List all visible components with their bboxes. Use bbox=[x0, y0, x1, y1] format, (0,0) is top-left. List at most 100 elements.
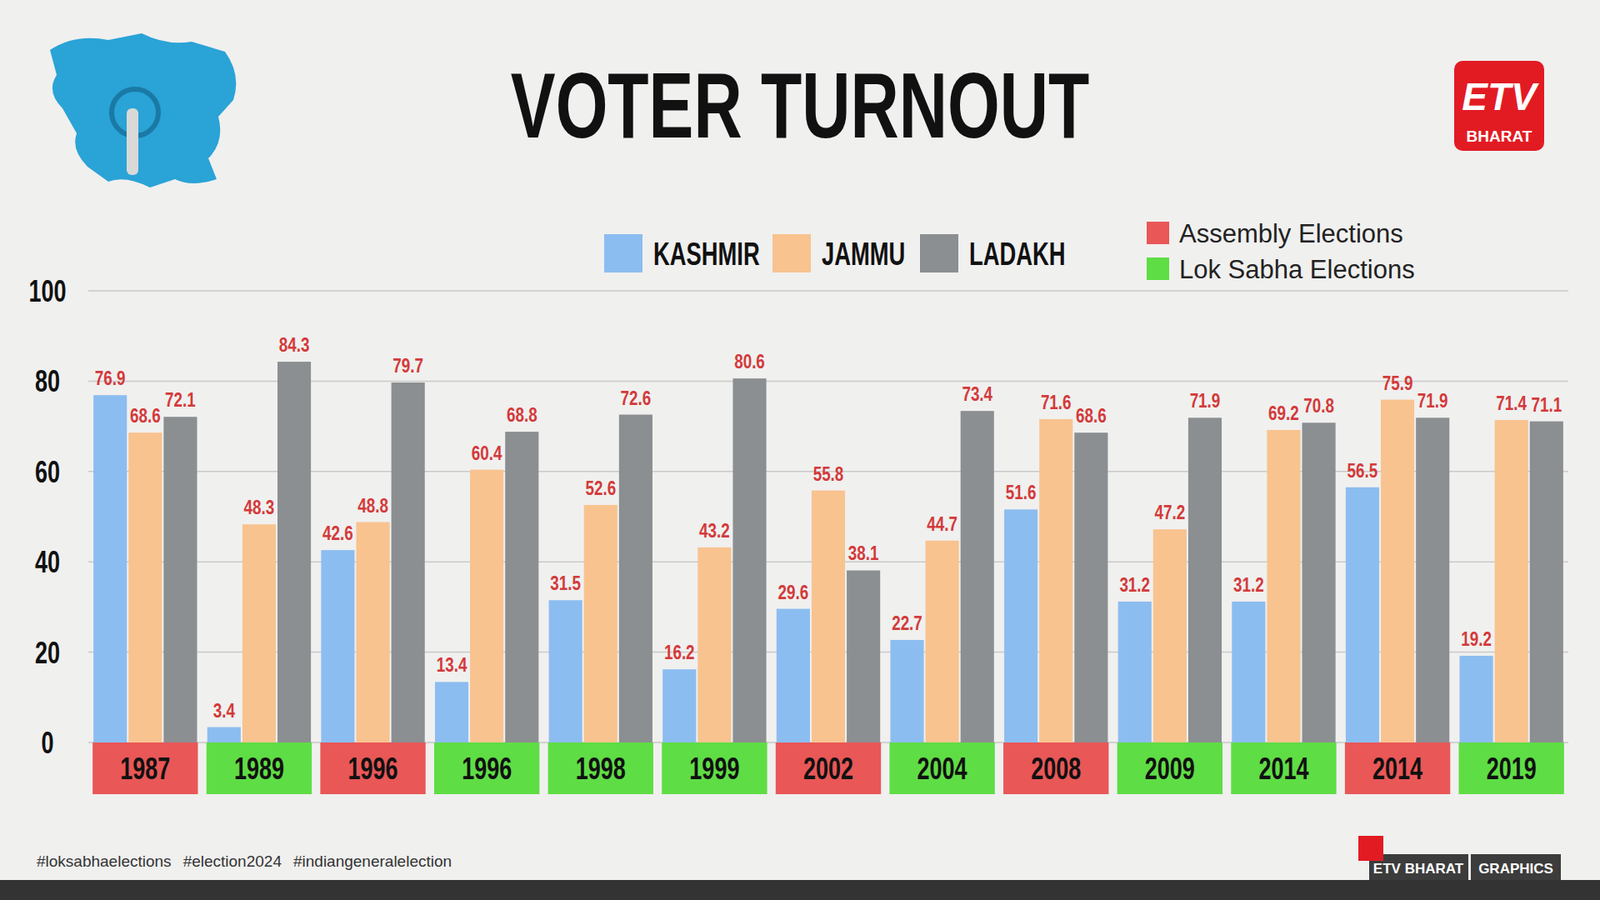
legend-swatch bbox=[772, 234, 811, 273]
category-box bbox=[1345, 742, 1450, 795]
bar bbox=[1188, 417, 1222, 743]
category-box bbox=[320, 742, 425, 795]
y-tick-label: 0 bbox=[40, 725, 54, 760]
bar bbox=[584, 505, 618, 743]
data-label: 44.7 bbox=[926, 513, 958, 535]
legend-label: Lok Sabha Elections bbox=[1179, 255, 1415, 285]
x-tick-label: 1998 bbox=[575, 751, 626, 786]
bar bbox=[163, 416, 197, 743]
data-label: 70.8 bbox=[1303, 395, 1335, 416]
bar bbox=[776, 609, 810, 743]
bar bbox=[1118, 601, 1152, 743]
x-tick-label: 2004 bbox=[917, 751, 968, 786]
data-label: 47.2 bbox=[1155, 501, 1186, 523]
bar bbox=[355, 522, 390, 743]
data-label: 71.4 bbox=[1495, 392, 1527, 414]
logo bbox=[1454, 60, 1545, 151]
category-box bbox=[1117, 742, 1223, 795]
bar bbox=[320, 550, 355, 743]
x-tick-label: 2014 bbox=[1372, 751, 1423, 786]
data-label: 22.7 bbox=[891, 612, 923, 634]
x-tick-label: 2019 bbox=[1486, 751, 1537, 786]
bar bbox=[1153, 529, 1187, 743]
footer-strip bbox=[0, 880, 1600, 900]
bar bbox=[242, 524, 276, 743]
bar bbox=[619, 415, 653, 743]
bar bbox=[435, 681, 469, 743]
x-tick-label: 2002 bbox=[803, 751, 854, 786]
data-label: 71.1 bbox=[1530, 394, 1562, 415]
y-tick-label: 40 bbox=[35, 545, 60, 580]
data-label: 73.4 bbox=[961, 383, 993, 405]
legend-swatch bbox=[604, 234, 643, 273]
map-icon bbox=[50, 33, 236, 188]
bar bbox=[846, 570, 880, 743]
category-box bbox=[889, 742, 995, 795]
bar bbox=[662, 669, 696, 743]
data-label: 60.4 bbox=[471, 442, 503, 464]
data-label: 42.6 bbox=[322, 522, 354, 544]
data-label: 56.5 bbox=[1347, 460, 1379, 481]
category-box bbox=[434, 742, 540, 795]
data-label: 75.9 bbox=[1382, 372, 1414, 394]
data-label: 52.6 bbox=[585, 477, 616, 499]
bar bbox=[1302, 422, 1336, 743]
data-label: 79.7 bbox=[392, 355, 424, 376]
category-box bbox=[1003, 742, 1109, 795]
data-label: 68.6 bbox=[130, 405, 161, 426]
data-label: 31.2 bbox=[1119, 574, 1150, 595]
data-labels: 76.93.442.613.431.516.229.622.751.631.23… bbox=[95, 334, 1563, 721]
legend-swatch bbox=[1146, 221, 1170, 245]
x-tick-label: 2008 bbox=[1030, 751, 1081, 786]
bar bbox=[128, 432, 162, 743]
y-tick-label: 80 bbox=[35, 365, 60, 400]
title: VOTER TURNOUT bbox=[510, 53, 1090, 158]
bar bbox=[1380, 400, 1415, 743]
legend-label: LADAKH bbox=[969, 236, 1066, 272]
hashtag: #loksabhaelections bbox=[36, 852, 172, 870]
bar bbox=[505, 431, 539, 743]
bar bbox=[93, 395, 127, 743]
data-label: 19.2 bbox=[1460, 628, 1492, 650]
legend-swatch bbox=[1146, 257, 1170, 280]
data-label: 80.6 bbox=[734, 350, 765, 372]
x-tick-label: 1987 bbox=[120, 751, 170, 786]
x-tick-label: 1989 bbox=[234, 751, 285, 786]
category-box bbox=[1459, 742, 1565, 795]
data-label: 55.8 bbox=[813, 463, 845, 485]
map-icon-finger bbox=[126, 108, 139, 175]
bar bbox=[890, 640, 924, 743]
bar bbox=[925, 540, 960, 743]
data-label: 84.3 bbox=[279, 334, 310, 355]
category-box bbox=[661, 742, 767, 795]
credit-logo bbox=[1358, 835, 1384, 861]
data-label: 29.6 bbox=[778, 581, 810, 603]
grid-line bbox=[88, 290, 1569, 292]
bar bbox=[1004, 509, 1038, 743]
bar bbox=[1415, 417, 1450, 743]
data-label: 43.2 bbox=[699, 520, 730, 541]
bar bbox=[1074, 432, 1108, 743]
x-tick-label: 1999 bbox=[689, 751, 740, 786]
bar bbox=[1266, 430, 1300, 743]
credit: GRAPHICS bbox=[1478, 860, 1554, 877]
legend-label: Assembly Elections bbox=[1179, 219, 1404, 249]
bar bbox=[960, 410, 995, 743]
background bbox=[0, 0, 1600, 900]
y-tick-label: 100 bbox=[28, 274, 66, 309]
y-tick-label: 20 bbox=[35, 635, 60, 670]
category-box bbox=[206, 742, 312, 795]
x-tick-label: 2014 bbox=[1258, 751, 1309, 786]
category-box bbox=[548, 742, 654, 795]
bar bbox=[1495, 420, 1529, 743]
bar bbox=[470, 470, 504, 743]
bar bbox=[277, 361, 311, 743]
bar bbox=[811, 490, 845, 743]
logo-mark: ETV bbox=[1461, 75, 1540, 119]
data-label: 68.6 bbox=[1075, 405, 1107, 426]
category-box bbox=[1230, 742, 1336, 795]
credit-box bbox=[1369, 854, 1469, 880]
bar bbox=[1039, 419, 1073, 743]
x-tick-label: 1996 bbox=[461, 751, 512, 786]
bar bbox=[1231, 601, 1265, 743]
